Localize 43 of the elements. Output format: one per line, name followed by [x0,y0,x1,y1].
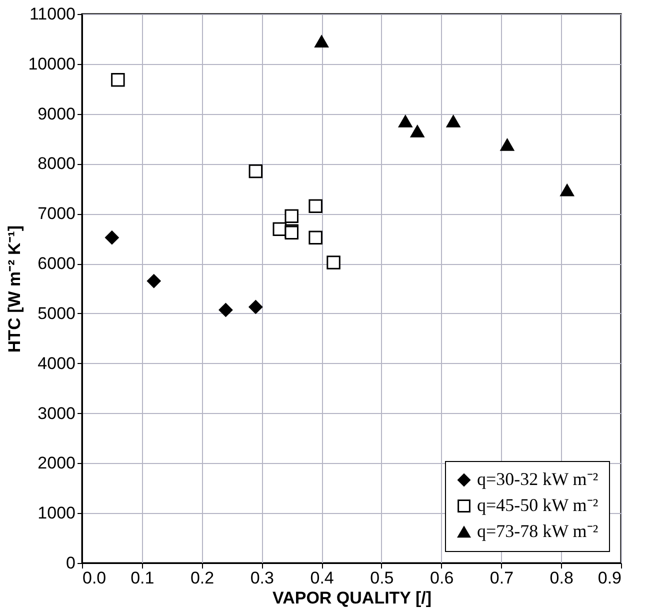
x-tick-label: 0.1 [130,568,154,588]
point [500,138,514,151]
y-tick-label: 4000 [38,354,76,373]
y-tick-label: 7000 [38,204,76,224]
y-tick-label: 11000 [29,4,76,24]
y-axis-title: HTC [W m⁻² K⁻¹] [5,225,24,353]
x-tick-label: 0.7 [490,568,514,588]
x-tick-label: 0.2 [190,568,214,588]
y-tick-label: 6000 [38,254,76,274]
point [111,73,125,87]
y-tick-label: 9000 [38,104,76,124]
point [314,35,328,48]
x-tick-label: 0.9 [598,568,622,588]
x-axis-title: VAPOR QUALITY [/] [272,588,432,608]
point [410,125,424,138]
y-tick-label: 2000 [38,454,76,473]
point [248,164,263,178]
y-tick-label: 5000 [38,304,76,323]
y-tick-label: 10000 [28,54,76,74]
point [284,209,298,224]
y-tick-label: 0 [66,554,76,572]
y-tick-label: 8000 [38,154,76,174]
x-tick-label: 0.0 [82,568,106,588]
y-tick-label: 3000 [38,404,76,423]
point [326,256,340,270]
legend-label: q=30-32 kW m⁻² [477,469,598,489]
x-tick-label: 0.3 [250,568,274,588]
point [398,115,412,128]
x-tick-label: 0.6 [430,568,454,588]
legend-label: q=45-50 kW m⁻² [477,495,598,515]
point [308,199,322,214]
point [105,230,119,244]
point [146,274,161,288]
x-tick-label: 0.4 [310,568,334,588]
point [218,303,233,317]
x-tick-label: 0.8 [550,568,574,588]
point [446,115,460,128]
x-tick-label: 0.5 [370,568,394,588]
legend-label: q=73-78 kW m⁻² [477,521,598,541]
y-tick-label: 1000 [38,504,76,523]
point [308,230,322,244]
point [560,184,574,196]
point [248,300,263,314]
